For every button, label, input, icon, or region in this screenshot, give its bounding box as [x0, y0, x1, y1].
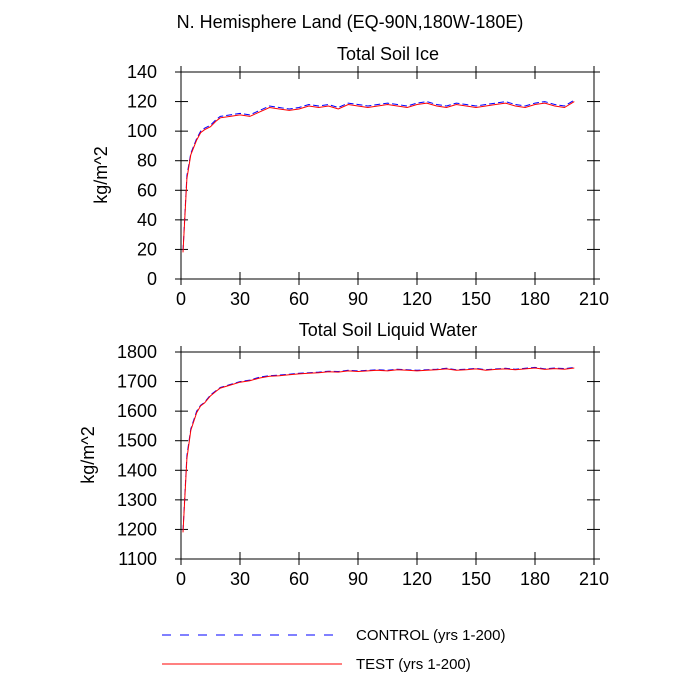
series-line-control — [182, 366, 575, 531]
axis-ticks: 0 30 60 90 120 150 180 210 0 20 40 60 80 100 120 140 — [127, 62, 609, 309]
series-line-test — [182, 367, 575, 533]
y-tick-label: 80 — [137, 151, 157, 171]
y-tick-label: 1700 — [117, 372, 157, 392]
chart-title: Total Soil Ice — [337, 44, 439, 64]
x-tick-label: 180 — [520, 289, 550, 309]
x-tick-label: 120 — [402, 289, 432, 309]
panel-total-soil-liquid-water: Total Soil Liquid Water kg/m^2 0 30 60 90 12… — [78, 320, 609, 589]
legend-item-control: CONTROL (yrs 1-200) — [162, 627, 505, 644]
x-tick-label: 210 — [579, 289, 609, 309]
x-tick-label: 60 — [289, 289, 309, 309]
y-axis-label: kg/m^2 — [91, 146, 111, 203]
series-line-control — [182, 99, 575, 251]
y-tick-label: 1300 — [117, 490, 157, 510]
x-tick-label: 210 — [579, 569, 609, 589]
x-tick-label: 0 — [176, 289, 186, 309]
series-line-test — [182, 101, 575, 253]
x-tick-label: 180 — [520, 569, 550, 589]
y-tick-label: 1400 — [117, 460, 157, 480]
legend-item-test: TEST (yrs 1-200) — [162, 656, 471, 673]
x-tick-label: 120 — [402, 569, 432, 589]
y-tick-label: 1600 — [117, 401, 157, 421]
x-tick-label: 90 — [348, 289, 368, 309]
x-tick-label: 150 — [461, 289, 491, 309]
panel-total-soil-ice: Total Soil Ice kg/m^2 0 30 60 90 120 150 180 21… — [91, 44, 609, 309]
y-tick-label: 0 — [147, 269, 157, 289]
x-tick-label: 30 — [230, 569, 250, 589]
x-tick-label: 90 — [348, 569, 368, 589]
y-tick-label: 40 — [137, 210, 157, 230]
chart-title: Total Soil Liquid Water — [299, 320, 477, 340]
legend: CONTROL (yrs 1-200) TEST (yrs 1-200) — [162, 627, 505, 673]
legend-label-test: TEST (yrs 1-200) — [356, 656, 471, 673]
axis-ticks: 0 30 60 90 120 150 180 210 1100 1200 1300 1400 1500 1… — [117, 342, 609, 589]
y-tick-label: 20 — [137, 239, 157, 259]
plot-frame — [180, 71, 595, 280]
y-tick-label: 1100 — [118, 549, 157, 569]
x-tick-label: 150 — [461, 569, 491, 589]
x-tick-label: 0 — [176, 569, 186, 589]
x-tick-label: 30 — [230, 289, 250, 309]
series-layer — [182, 99, 575, 253]
legend-label-control: CONTROL (yrs 1-200) — [356, 627, 505, 644]
y-tick-label: 140 — [127, 62, 157, 82]
y-tick-label: 1200 — [117, 519, 157, 539]
series-layer — [182, 366, 575, 533]
y-tick-label: 60 — [137, 180, 157, 200]
y-tick-label: 1800 — [117, 342, 157, 362]
y-tick-label: 1500 — [117, 431, 157, 451]
y-axis-label: kg/m^2 — [78, 426, 98, 483]
plot-frame — [180, 351, 595, 560]
y-tick-label: 100 — [127, 121, 157, 141]
y-tick-label: 120 — [127, 92, 157, 112]
page-title: N. Hemisphere Land (EQ-90N,180W-180E) — [177, 12, 524, 32]
x-tick-label: 60 — [289, 569, 309, 589]
